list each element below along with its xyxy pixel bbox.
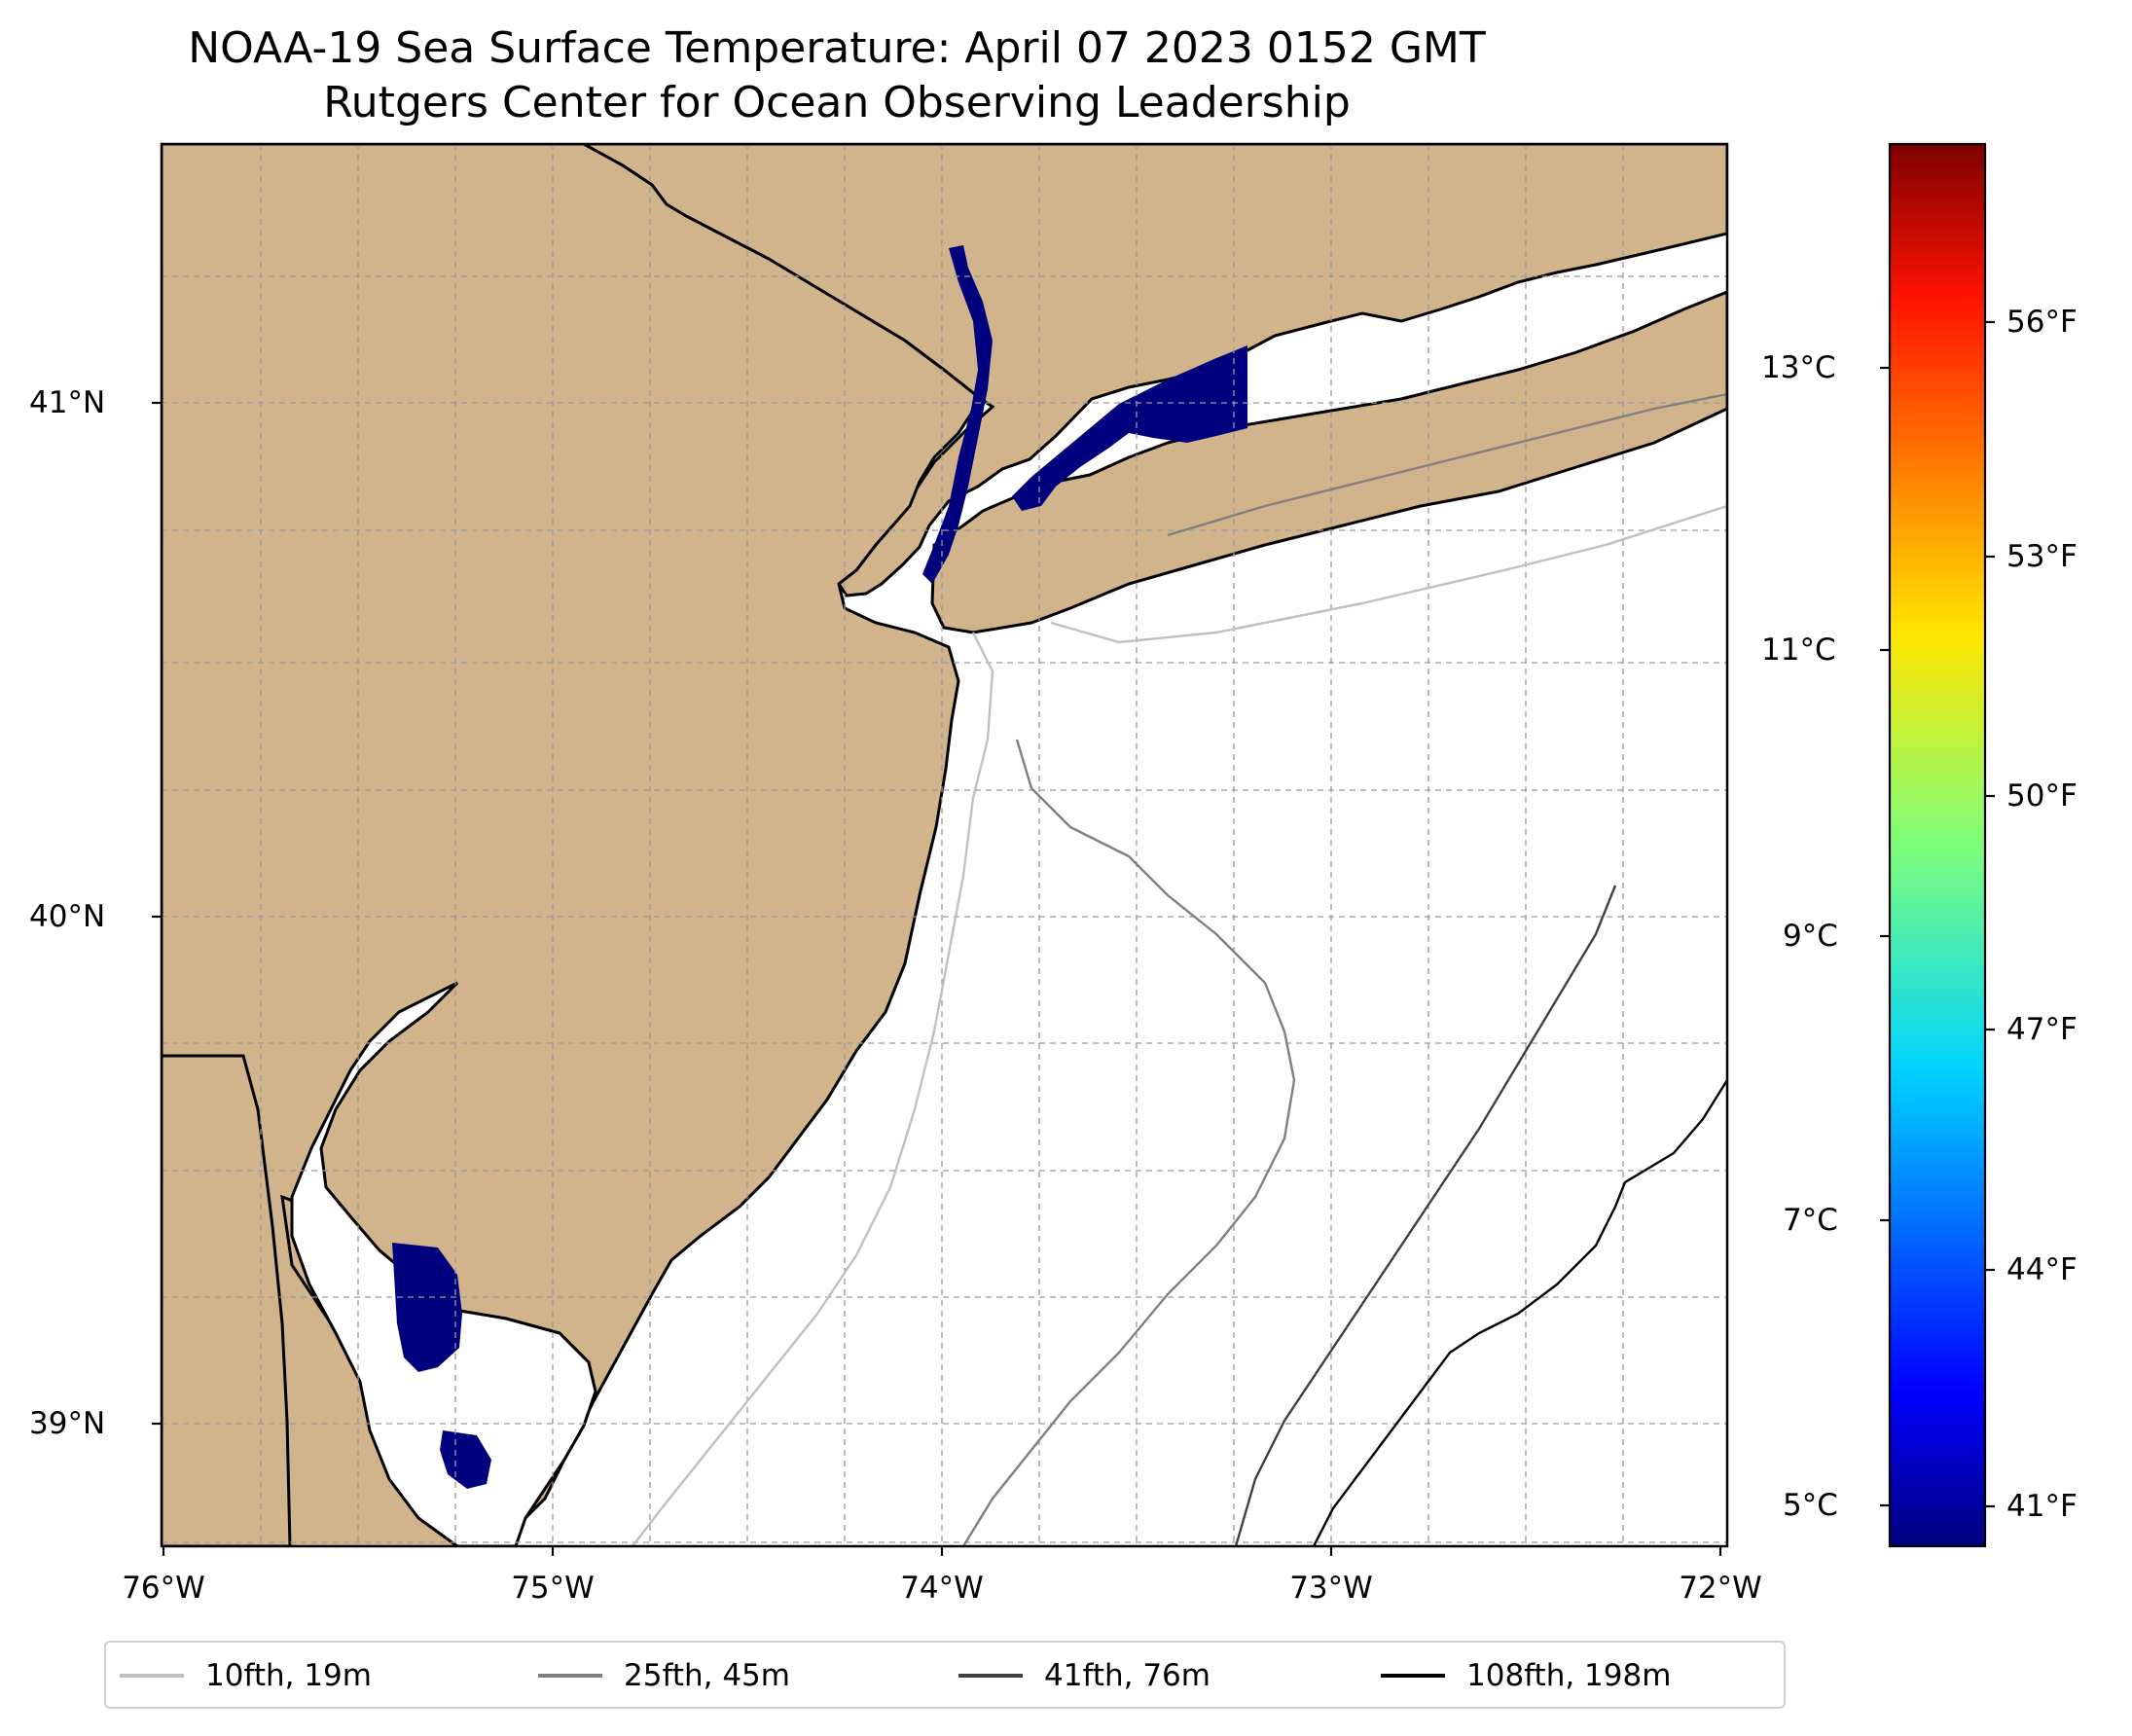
- map-frame: [160, 142, 1729, 1548]
- contour-10fth: [632, 504, 1727, 1546]
- lat-label-41: 41°N: [29, 385, 106, 420]
- chart-title: NOAA-19 Sea Surface Temperature: April 0…: [0, 21, 1674, 130]
- colorbar-label-11c: 11°C: [1761, 633, 1836, 668]
- colorbar-label-41f: 41°F: [2006, 1489, 2078, 1524]
- colorbar-ticks: [1880, 320, 1995, 1508]
- lon-label-75: 75°W: [511, 1571, 595, 1606]
- legend-item-25fth: 25fth, 45m: [538, 1656, 790, 1695]
- legend-item-108fth: 108fth, 198m: [1381, 1656, 1671, 1695]
- axis-ticks: [152, 401, 1722, 1556]
- legend-swatch-41fth: [958, 1674, 1023, 1678]
- colorbar-label-5c: 5°C: [1783, 1488, 1838, 1523]
- lon-label-76: 76°W: [122, 1571, 205, 1606]
- legend-label-25fth: 25fth, 45m: [624, 1658, 790, 1693]
- delaware-bay: [290, 981, 597, 1546]
- colorbar-label-9c: 9°C: [1783, 919, 1838, 954]
- legend-label-41fth: 41fth, 76m: [1044, 1658, 1211, 1693]
- colorbar-label-53f: 53°F: [2006, 539, 2078, 574]
- colorbar-label-7c: 7°C: [1783, 1203, 1838, 1238]
- colorbar-label-13c: 13°C: [1761, 350, 1836, 385]
- legend-item-41fth: 41fth, 76m: [958, 1656, 1211, 1695]
- legend-label-108fth: 108fth, 198m: [1466, 1658, 1672, 1693]
- lon-label-72: 72°W: [1679, 1571, 1762, 1606]
- colorbar: [1888, 142, 1987, 1548]
- title-line-2: Rutgers Center for Ocean Observing Leade…: [323, 78, 1351, 127]
- contour-41fth: [1234, 885, 1617, 1546]
- legend-label-10fth: 10fth, 19m: [205, 1658, 372, 1693]
- contour-25fth: [961, 392, 1727, 1546]
- lat-label-39: 39°N: [29, 1406, 106, 1441]
- colorbar-label-47f: 47°F: [2006, 1012, 2078, 1047]
- lon-label-74: 74°W: [900, 1571, 984, 1606]
- contour-legend: 10fth, 19m 25fth, 45m 41fth, 76m 108fth,…: [104, 1641, 1786, 1709]
- land-long-island: [930, 290, 1727, 634]
- legend-swatch-108fth: [1381, 1674, 1445, 1678]
- colorbar-label-44f: 44°F: [2006, 1252, 2078, 1287]
- lat-label-40: 40°N: [29, 899, 106, 934]
- sst-patches: [392, 245, 1247, 1489]
- legend-swatch-25fth: [538, 1674, 602, 1678]
- legend-item-10fth: 10fth, 19m: [120, 1656, 372, 1695]
- colorbar-label-56f: 56°F: [2006, 305, 2078, 340]
- colorbar-label-50f: 50°F: [2006, 778, 2078, 814]
- gridlines: [162, 144, 1727, 1546]
- title-line-1: NOAA-19 Sea Surface Temperature: April 0…: [188, 23, 1486, 73]
- lon-label-73: 73°W: [1289, 1571, 1373, 1606]
- legend-swatch-10fth: [120, 1674, 184, 1678]
- contour-108fth: [1312, 1079, 1727, 1546]
